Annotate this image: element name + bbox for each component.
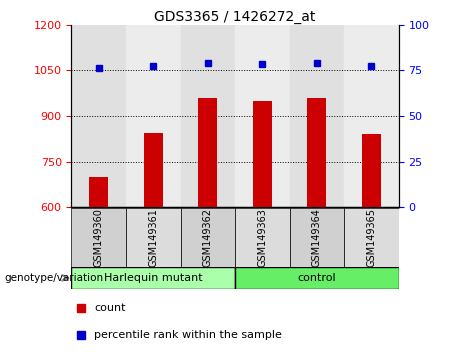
Text: GSM149362: GSM149362 xyxy=(203,208,213,267)
Bar xyxy=(181,25,235,207)
Bar xyxy=(144,133,163,207)
Bar xyxy=(235,25,290,207)
Bar xyxy=(126,208,181,267)
Text: GSM149364: GSM149364 xyxy=(312,208,322,267)
Bar xyxy=(290,208,344,267)
Bar xyxy=(290,25,344,207)
Bar xyxy=(181,208,235,267)
Bar xyxy=(198,98,218,207)
Text: GSM149365: GSM149365 xyxy=(366,208,377,267)
Title: GDS3365 / 1426272_at: GDS3365 / 1426272_at xyxy=(154,10,316,24)
Text: GSM149360: GSM149360 xyxy=(94,208,104,267)
Bar xyxy=(344,208,399,267)
Text: Harlequin mutant: Harlequin mutant xyxy=(104,273,202,282)
Bar xyxy=(362,134,381,207)
Text: percentile rank within the sample: percentile rank within the sample xyxy=(95,330,282,340)
Bar xyxy=(344,25,399,207)
Text: control: control xyxy=(298,273,336,282)
Bar xyxy=(71,267,235,289)
Bar xyxy=(235,208,290,267)
Bar xyxy=(126,25,181,207)
Bar xyxy=(253,101,272,207)
Bar xyxy=(89,177,108,207)
Bar xyxy=(235,267,399,289)
Text: count: count xyxy=(95,303,126,313)
Text: GSM149363: GSM149363 xyxy=(257,208,267,267)
Bar xyxy=(71,208,126,267)
Bar xyxy=(307,98,326,207)
Text: GSM149361: GSM149361 xyxy=(148,208,158,267)
Bar xyxy=(71,25,126,207)
Text: genotype/variation: genotype/variation xyxy=(5,273,104,283)
